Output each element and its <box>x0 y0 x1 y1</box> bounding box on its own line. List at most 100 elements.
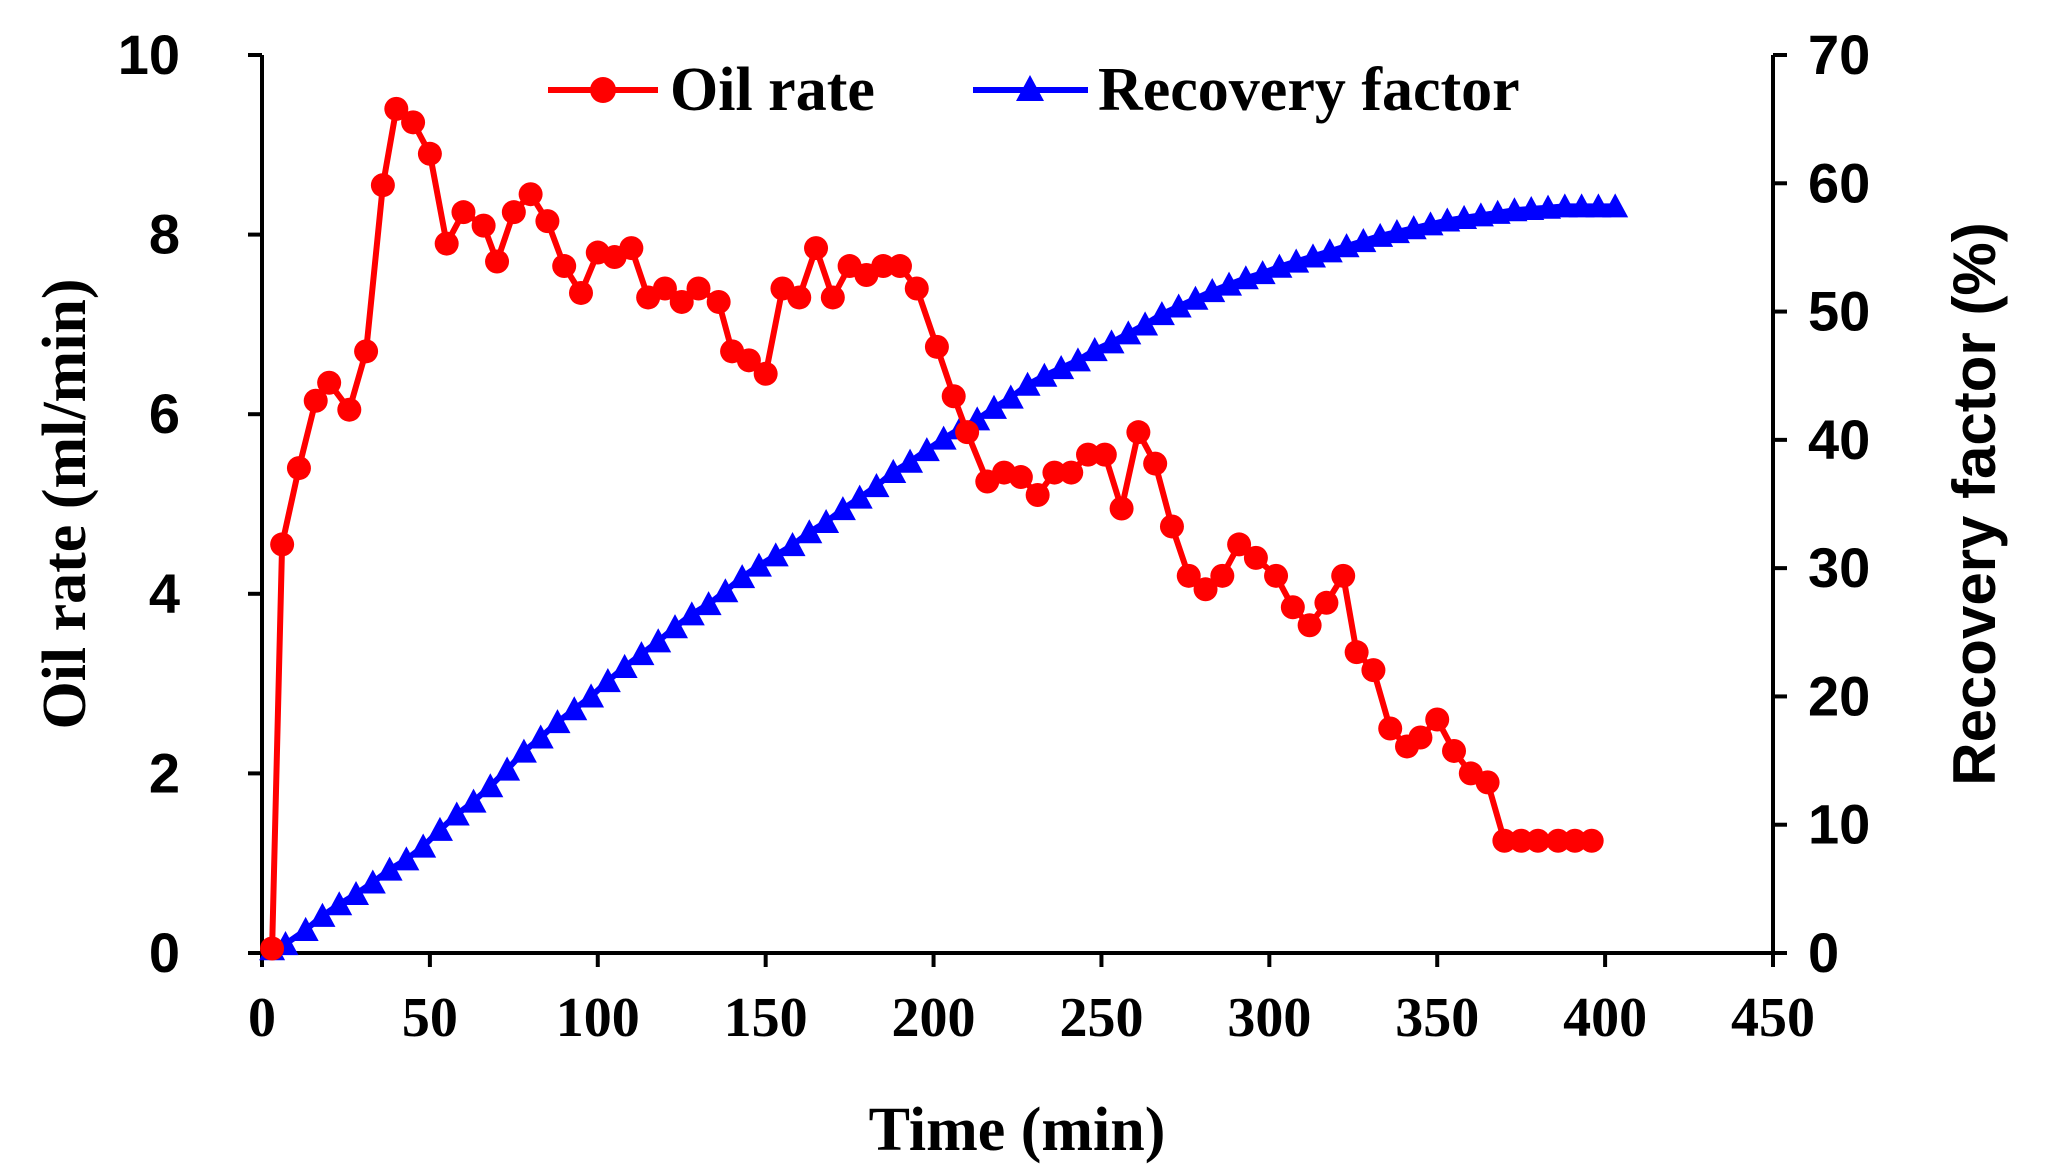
data-point-oil-rate <box>568 280 593 305</box>
data-point-oil-rate <box>1361 658 1386 683</box>
data-point-recovery-factor <box>292 916 319 941</box>
data-point-recovery-factor <box>897 448 924 473</box>
data-point-oil-rate <box>518 182 543 207</box>
data-point-oil-rate <box>1126 420 1151 445</box>
data-point-recovery-factor <box>1199 278 1226 303</box>
data-point-oil-rate <box>1210 563 1235 588</box>
data-point-oil-rate <box>370 173 395 198</box>
data-point-oil-rate <box>820 285 845 310</box>
legend-oil-rate-label: Oil rate <box>670 56 875 124</box>
data-point-oil-rate <box>384 96 409 121</box>
data-point-oil-rate <box>1562 828 1587 853</box>
data-point-recovery-factor <box>829 496 856 521</box>
data-point-oil-rate <box>260 936 285 961</box>
data-point-oil-rate <box>337 397 362 422</box>
data-point-oil-rate <box>1243 545 1268 570</box>
data-point-oil-rate <box>270 532 295 557</box>
x-axis-title: Time (min) <box>869 1096 1166 1164</box>
data-point-recovery-factor <box>1249 260 1276 285</box>
data-point-oil-rate <box>501 200 526 225</box>
data-point-recovery-factor <box>997 384 1024 409</box>
data-point-oil-rate <box>1331 563 1356 588</box>
y-ticks-right: 0 10 20 30 40 50 60 70 <box>1773 23 1870 984</box>
x-tick-label: 450 <box>1731 987 1815 1049</box>
data-point-oil-rate <box>1344 640 1369 665</box>
data-point-recovery-factor <box>309 902 336 927</box>
data-point-recovery-factor <box>980 394 1007 419</box>
data-point-recovery-factor <box>628 641 655 666</box>
data-point-oil-rate <box>1193 577 1218 602</box>
data-point-oil-rate <box>1297 613 1322 638</box>
data-point-recovery-factor <box>1182 285 1209 310</box>
y-axis-right-title: Recovery factor (%) <box>1941 222 2008 786</box>
data-point-oil-rate <box>1425 707 1450 732</box>
x-tick-label: 300 <box>1227 987 1311 1049</box>
data-point-recovery-factor <box>1048 355 1075 380</box>
data-point-recovery-factor <box>745 552 772 577</box>
data-point-oil-rate <box>804 236 829 261</box>
data-point-recovery-factor <box>645 628 672 653</box>
data-point-oil-rate <box>941 384 966 409</box>
data-point-recovery-factor <box>762 542 789 567</box>
data-point-oil-rate <box>434 231 459 256</box>
x-tick-label: 400 <box>1563 987 1647 1049</box>
data-point-recovery-factor <box>359 869 386 894</box>
data-point-recovery-factor <box>1014 371 1041 396</box>
x-tick-label: 350 <box>1395 987 1479 1049</box>
series-recovery-factor <box>259 193 1629 961</box>
y-left-tick-label: 0 <box>149 921 180 984</box>
data-point-recovery-factor <box>1551 193 1578 218</box>
data-point-oil-rate <box>1042 460 1067 485</box>
data-point-recovery-factor <box>527 724 554 749</box>
data-point-recovery-factor <box>796 519 823 544</box>
data-point-recovery-factor <box>712 578 739 603</box>
data-point-oil-rate <box>1076 442 1101 467</box>
data-point-recovery-factor <box>594 668 621 693</box>
data-point-oil-rate <box>736 348 761 373</box>
data-point-oil-rate <box>1378 716 1403 741</box>
data-point-recovery-factor <box>1098 329 1125 354</box>
data-point-oil-rate <box>1008 465 1033 490</box>
plot-axes <box>260 55 1775 955</box>
data-point-oil-rate <box>787 285 812 310</box>
data-point-recovery-factor <box>343 880 370 906</box>
data-point-recovery-factor <box>662 614 689 639</box>
data-point-recovery-factor <box>1216 271 1243 296</box>
data-point-recovery-factor <box>779 532 806 557</box>
data-point-recovery-factor <box>1148 301 1175 326</box>
data-point-recovery-factor <box>426 816 453 841</box>
data-point-oil-rate <box>955 420 980 445</box>
data-point-oil-rate <box>471 213 496 238</box>
data-point-oil-rate <box>1442 738 1467 763</box>
data-point-recovery-factor <box>695 591 722 616</box>
data-point-oil-rate <box>1579 828 1604 853</box>
data-point-recovery-factor <box>1132 311 1159 336</box>
data-point-recovery-factor <box>678 601 705 626</box>
data-point-recovery-factor <box>729 564 756 589</box>
data-point-recovery-factor <box>326 891 353 916</box>
data-point-oil-rate <box>401 110 426 135</box>
data-point-recovery-factor <box>494 756 521 781</box>
data-point-recovery-factor <box>443 801 470 826</box>
data-point-recovery-factor <box>1064 347 1091 372</box>
y-right-tick-label: 30 <box>1808 536 1870 599</box>
y-left-tick-label: 2 <box>149 741 180 804</box>
data-point-oil-rate <box>485 249 510 274</box>
data-point-recovery-factor <box>393 846 420 871</box>
data-point-oil-rate <box>1408 725 1433 750</box>
data-point-recovery-factor <box>376 856 403 881</box>
data-point-oil-rate <box>904 276 929 301</box>
data-point-oil-rate <box>317 370 342 395</box>
data-point-recovery-factor <box>578 683 605 708</box>
data-point-oil-rate <box>1509 828 1534 853</box>
legend-recovery-factor-label: Recovery factor <box>1098 56 1520 124</box>
data-point-recovery-factor <box>863 473 890 498</box>
x-tick-label: 0 <box>248 987 276 1049</box>
data-point-oil-rate <box>286 456 311 481</box>
data-point-oil-rate <box>1025 483 1050 508</box>
y-right-tick-label: 70 <box>1808 23 1870 86</box>
data-point-recovery-factor <box>1568 193 1595 218</box>
data-point-recovery-factor <box>930 425 957 450</box>
data-point-oil-rate <box>417 141 442 166</box>
